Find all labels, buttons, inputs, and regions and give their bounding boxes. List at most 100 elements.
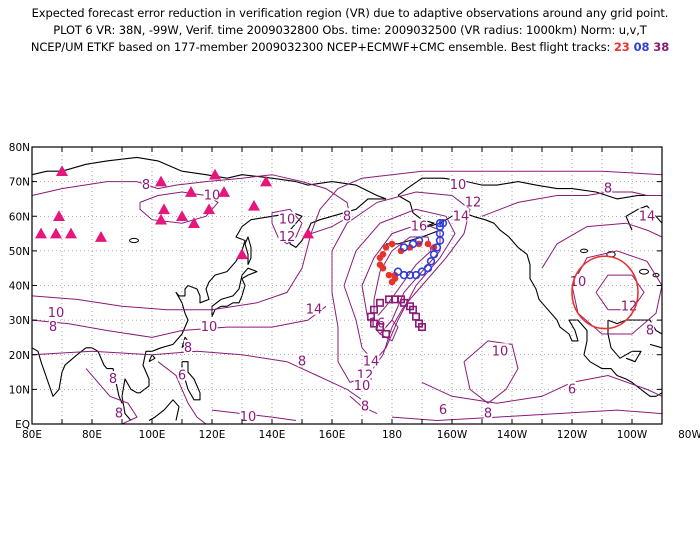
lon-label-11: 80W [678,429,700,441]
triangle-marker-8 [155,213,167,225]
contour-label-bg-18 [353,377,371,391]
contour-label-bg-1 [203,187,221,201]
triangle-marker-15 [260,175,272,187]
triangle-marker-16 [248,199,260,211]
contour-label-22: 10 [201,320,218,335]
track-08-point-2 [438,218,448,228]
contour-label-bg-24 [297,353,307,367]
contour-label-bg-29 [239,409,257,423]
track-38-point-13 [375,323,384,332]
lat-lon-grid [32,147,662,424]
lat-label-0: 80N [9,142,30,154]
contour-label-bg-7 [452,208,470,222]
lake-3 [639,268,649,275]
map-frame [31,146,663,425]
contour-line-9 [481,191,662,217]
track-08-point-6 [429,250,439,259]
track-legend-38: 38 [649,40,670,54]
track-08-point-9 [417,267,427,276]
track-23-point-5 [379,264,387,272]
lat-label-6: 20N [9,350,30,362]
track-legend: 23 08 38 [614,40,669,54]
contour-label-bg-6 [464,194,482,208]
coast-segment-12 [625,205,663,231]
coast-segment-14 [607,320,642,363]
contour-label-bg-16 [362,353,380,367]
contour-label-32: 6 [178,369,186,384]
contour-label-0: 8 [142,178,150,193]
triangle-markers [35,165,314,260]
contour-label-1: 10 [204,188,221,203]
contour-label-18: 10 [354,379,371,394]
contour-label-23: 8 [184,341,192,356]
track-38-point-6 [411,312,420,321]
track-legend-23: 23 [613,40,630,54]
coast-segment-9 [397,177,662,200]
track-23-point-0 [388,240,396,248]
triangle-marker-0 [56,165,68,177]
track-23-point-1 [382,244,390,251]
contour-line-6 [361,222,441,335]
contour-label-13: 8 [646,324,654,339]
lat-label-8: EQ [15,419,30,431]
track-08-point-15 [408,239,418,249]
triangle-marker-17 [236,248,248,260]
contour-label-28: 8 [484,407,492,422]
track-08-point-5 [432,243,442,252]
contour-label-bg-26 [567,381,577,395]
contour-label-bg-28 [483,405,493,419]
title-line-1: Expected forecast error reduction in ver… [31,6,669,20]
contour-label-bg-11 [569,274,587,288]
contour-label-6: 12 [465,195,482,210]
lon-label-0: 80E [22,429,42,441]
contour-label-bg-21 [48,319,58,333]
axis-labels: 80E 80E 100E 120E 140E 160E 180 160W 140W 120W 100… [9,142,700,441]
track-08-point-4 [435,236,445,245]
contour-label-bg-9 [603,180,613,194]
title-line-2: PLOT 6 VR: 38N, -99W, Verif. time 200903… [53,23,647,37]
contour-label-27: 6 [439,403,447,418]
triangle-marker-14 [209,168,221,180]
contour-line-16 [157,361,207,425]
track-08-point-16 [414,236,424,245]
contour-line-11 [571,250,663,335]
triangle-marker-7 [158,203,170,215]
contour-label-bg-22 [200,319,218,333]
contour-label-16: 14 [363,355,380,370]
contour-label-bg-31 [114,405,124,419]
lat-label-7: 10N [9,384,30,396]
contour-label-26: 6 [568,382,576,397]
contour-label-bg-5 [449,177,467,191]
contour-line-20 [391,409,663,422]
triangle-marker-2 [35,227,47,239]
lon-label-1: 80E [82,429,102,441]
contour-line-10 [541,222,663,269]
coast-segment-13 [607,319,663,335]
coast-segment-4 [244,236,252,265]
contour-label-9: 8 [604,182,612,197]
contour-label-8: 16 [411,220,428,235]
coast-segment-2 [31,347,123,404]
contour-label-31: 8 [115,407,123,422]
lake-4 [652,272,660,278]
contour-line-3 [31,170,663,311]
triangle-marker-5 [95,231,107,242]
contour-label-bg-32 [177,367,187,381]
track-08-point-7 [426,257,436,266]
contour-label-bg-0 [141,177,151,191]
track-legend-08: 08 [629,40,650,54]
triangle-marker-6 [155,175,167,187]
lat-label-4: 40N [9,281,30,293]
contour-label-21: 8 [49,320,57,335]
contour-label-bg-23 [183,339,193,353]
contour-label-bg-3 [278,211,296,225]
triangle-marker-4 [65,227,77,239]
track-23-point-3 [376,254,384,262]
contour-label-bg-17 [356,367,374,381]
track-38-point-8 [417,323,426,332]
lon-label-4: 140E [259,429,286,441]
track-08-point-13 [393,267,403,276]
title-line-3-prefix: NCEP/UM ETKF based on 177-member 2009032… [30,40,611,54]
contour-line-13 [31,305,327,338]
